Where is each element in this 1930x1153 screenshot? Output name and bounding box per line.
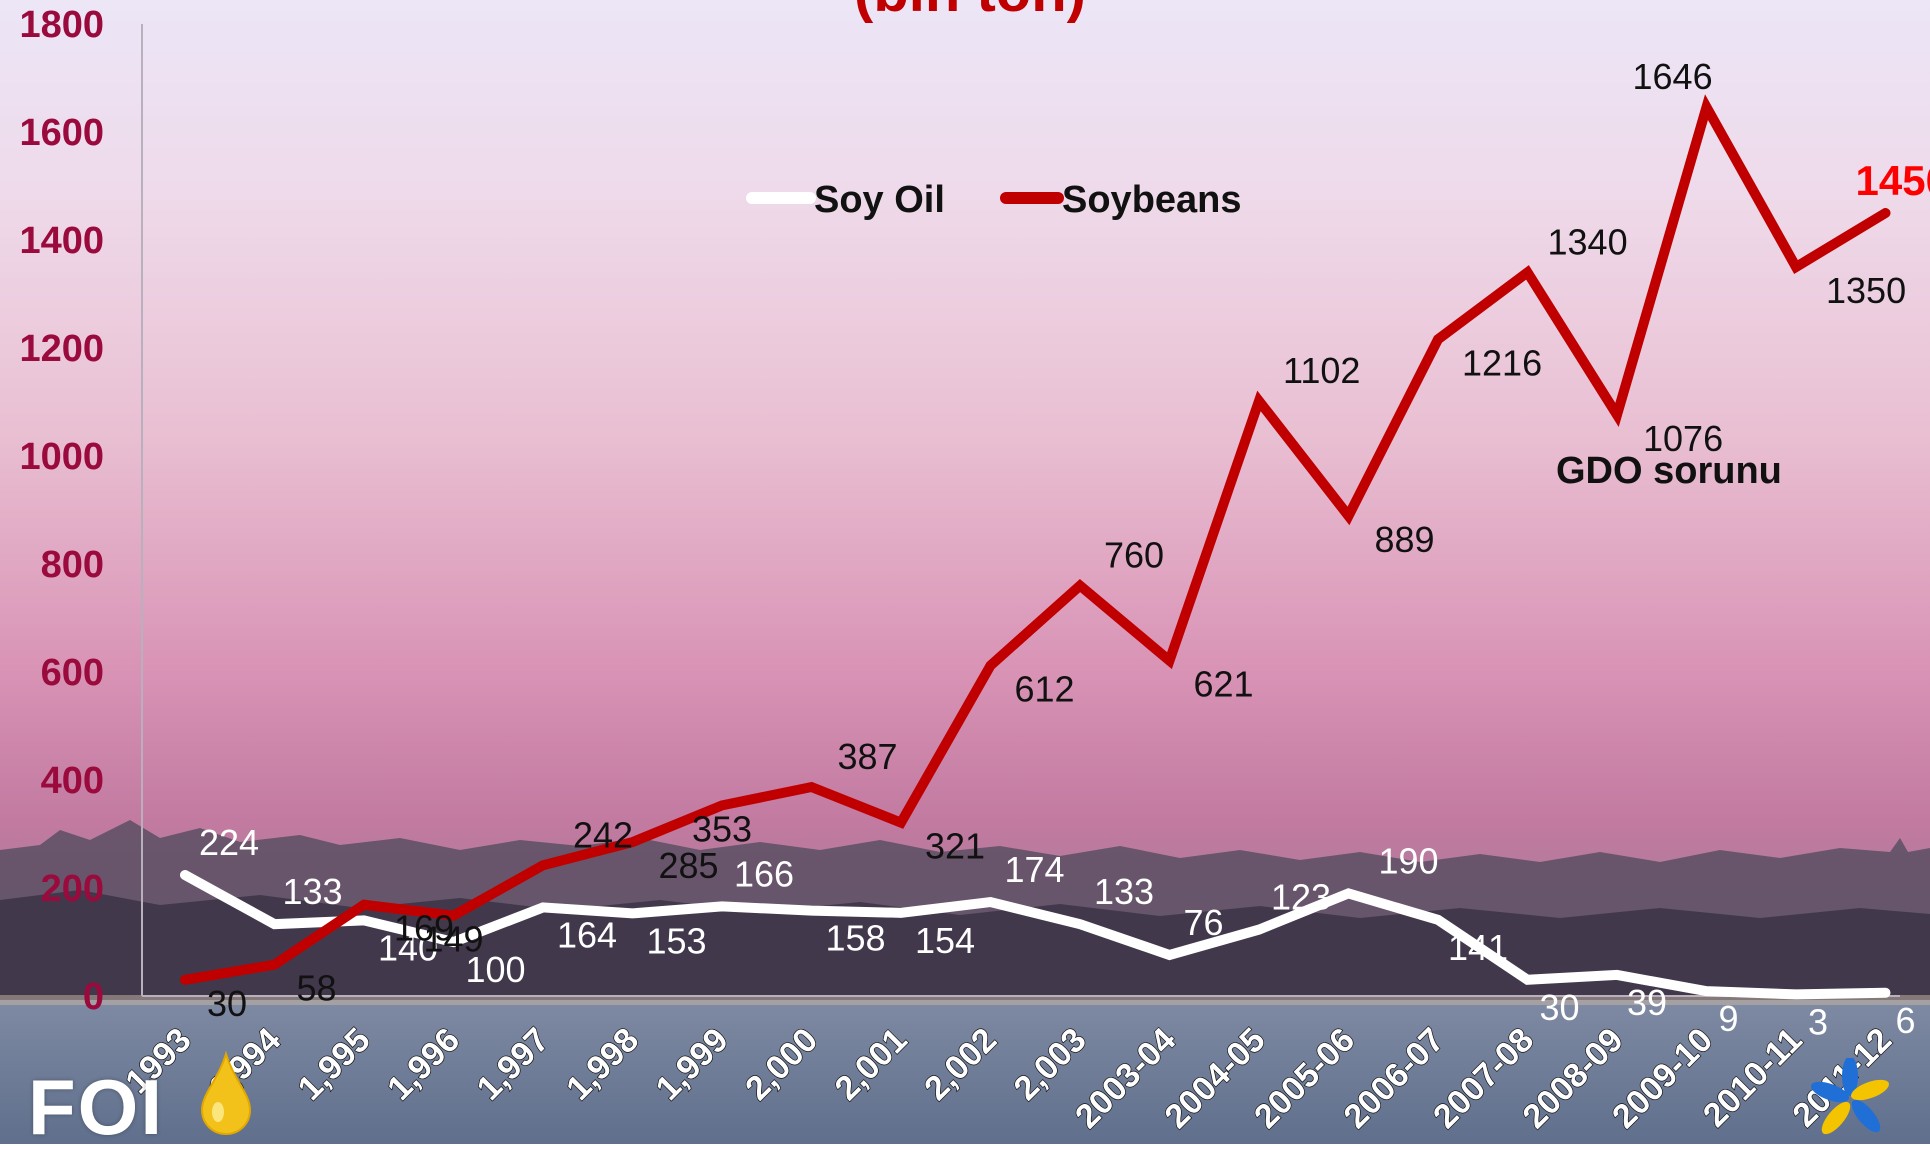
x-tick-label: 2,003 [1007, 1021, 1094, 1108]
y-tick-label: 1000 [19, 436, 104, 478]
legend-label-soy-oil: Soy Oil [814, 179, 945, 221]
data-label-soy-oil: 154 [915, 920, 975, 961]
data-label-soy-oil: 174 [1005, 849, 1065, 890]
data-label-soy-oil: 166 [734, 853, 794, 894]
sunflower-logo-icon [1750, 1058, 1900, 1144]
x-tick-label: 1,997 [470, 1021, 557, 1108]
data-label-soybeans: 612 [1015, 669, 1075, 710]
data-label-soy-oil: 6 [1896, 1000, 1916, 1041]
data-label-soy-oil: 39 [1627, 982, 1667, 1023]
y-tick-label: 200 [41, 868, 104, 910]
y-tick-label: 1800 [19, 4, 104, 46]
data-label-soy-oil: 190 [1379, 840, 1439, 881]
foi-logo-text: FOI [28, 1062, 164, 1153]
data-label-soybeans: 889 [1375, 519, 1435, 560]
y-tick-label: 600 [41, 652, 104, 694]
x-tick-label: 1,996 [380, 1021, 467, 1108]
annotation-gdo: GDO sorunu [1556, 450, 1782, 492]
x-tick-label: 1,995 [291, 1021, 378, 1108]
data-label-soybeans: 353 [692, 808, 752, 849]
y-tick-label: 800 [41, 544, 104, 586]
data-label-soy-oil: 153 [647, 920, 707, 961]
x-tick-label: 2009-10 [1605, 1021, 1720, 1136]
x-tick-label: 2,000 [738, 1021, 825, 1108]
data-label-soybeans: 760 [1104, 535, 1164, 576]
y-axis-ticks: 0 200 400 600 800 1000 1200 1400 1600 1800 [19, 4, 104, 1018]
data-label-soybeans: 1350 [1826, 270, 1906, 311]
data-label-soybeans: 1102 [1283, 350, 1360, 391]
y-tick-label: 1600 [19, 112, 104, 154]
x-tick-label: 1,999 [649, 1021, 736, 1108]
x-tick-label: 2,001 [828, 1021, 915, 1108]
data-label-soybeans: 321 [925, 826, 985, 867]
data-label-soy-oil: 3 [1808, 1001, 1828, 1042]
data-label-soy-oil: 133 [1094, 871, 1154, 912]
oil-drop-icon [196, 1050, 256, 1136]
data-label-soybeans: 149 [424, 919, 484, 960]
legend: Soy Oil Soybeans [752, 179, 1242, 221]
data-label-soybeans: 285 [659, 845, 719, 886]
x-tick-label: 2,002 [917, 1021, 1004, 1108]
data-label-soy-oil: 141 [1448, 927, 1508, 968]
data-label-soybeans: 242 [573, 814, 633, 855]
y-tick-label: 400 [41, 760, 104, 802]
y-tick-label: 1400 [19, 220, 104, 262]
data-label-soy-oil: 224 [199, 822, 259, 863]
y-tick-label: 0 [83, 976, 104, 1018]
data-label-soy-oil: 164 [557, 914, 617, 955]
data-label-soy-oil: 30 [1540, 987, 1580, 1028]
data-label-soybeans: 387 [838, 736, 898, 777]
data-label-soybeans: 30 [207, 983, 247, 1024]
x-tick-label: 1,998 [559, 1021, 646, 1108]
data-label-soy-oil: 9 [1719, 998, 1739, 1039]
data-label-soybeans: 621 [1194, 664, 1254, 705]
y-tick-label: 1200 [19, 328, 104, 370]
data-label-soybeans: 1450 [1856, 157, 1930, 204]
data-label-soybeans: 58 [297, 968, 337, 1009]
data-label-soy-oil: 133 [283, 871, 343, 912]
data-label-soybeans: 1340 [1548, 221, 1628, 262]
data-label-soy-oil: 76 [1184, 902, 1224, 943]
data-label-soybeans: 1216 [1462, 342, 1542, 383]
data-label-soybeans: 1646 [1633, 56, 1713, 97]
data-label-soy-oil: 123 [1271, 877, 1331, 918]
legend-label-soybeans: Soybeans [1062, 179, 1242, 221]
data-label-soy-oil: 158 [826, 918, 886, 959]
